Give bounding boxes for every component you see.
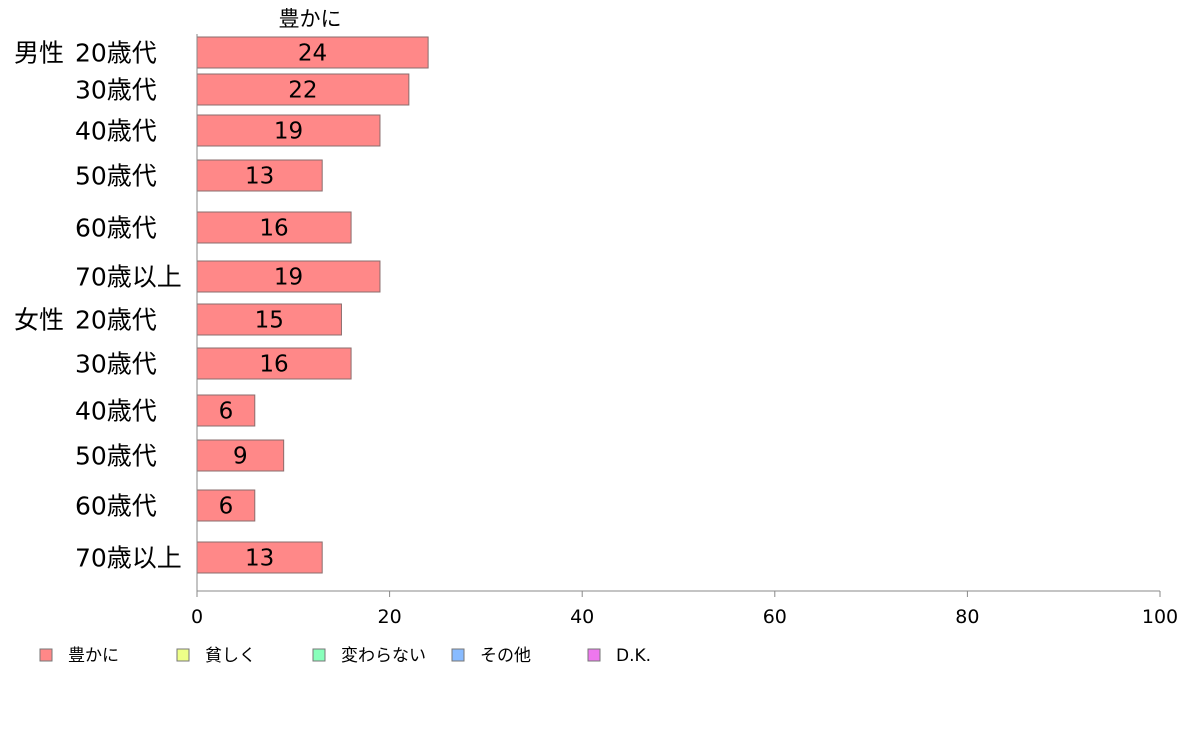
- category-label: 60歳代: [75, 214, 157, 243]
- legend-label: 変わらない: [341, 646, 426, 666]
- category-label: 20歳代: [75, 39, 157, 68]
- bars: [196, 36, 429, 574]
- bar-value-label: 6: [219, 399, 234, 425]
- category-label: 20歳代: [75, 306, 157, 335]
- legend-swatch: [451, 648, 465, 662]
- bar: [196, 541, 323, 574]
- bar: [196, 114, 381, 147]
- group-label: 男性: [14, 39, 64, 68]
- x-tick-label: 80: [955, 606, 979, 628]
- x-axis: 0 20 40 60 80 100: [191, 34, 1178, 628]
- category-label: 50歳代: [75, 162, 157, 191]
- category-labels: 20歳代 30歳代 40歳代 50歳代 60歳代 70歳以上 20歳代 30歳代 40歳代 50歳…: [75, 39, 182, 573]
- legend-swatch: [176, 648, 190, 662]
- legend-label: その他: [480, 646, 531, 666]
- bar-value-label: 19: [274, 119, 303, 145]
- legend-label: 豊かに: [68, 646, 119, 666]
- x-tick-label: 40: [570, 606, 594, 628]
- x-tick-label: 60: [763, 606, 787, 628]
- legend-label: D.K.: [616, 646, 651, 666]
- category-label: 30歳代: [75, 76, 157, 105]
- legend-swatch: [312, 648, 326, 662]
- bar-value-label: 16: [259, 216, 288, 242]
- bar-value-label: 24: [298, 41, 327, 67]
- series-header: 豊かに: [279, 7, 342, 31]
- bar: [196, 439, 285, 472]
- category-label: 70歳以上: [75, 263, 182, 292]
- legend: 豊かに 貧しく 変わらない その他 D.K.: [39, 646, 651, 666]
- category-label: 50歳代: [75, 442, 157, 471]
- bar: [196, 489, 256, 522]
- bar-value-label: 13: [245, 164, 274, 190]
- bar-value-label: 13: [245, 546, 274, 572]
- group-label: 女性: [14, 306, 64, 335]
- bar: [196, 159, 323, 192]
- bar: [196, 73, 410, 106]
- legend-swatch: [587, 648, 601, 662]
- category-label: 70歳以上: [75, 544, 182, 573]
- bar-value-label: 9: [233, 444, 248, 470]
- bar-value-label: 15: [255, 308, 284, 334]
- category-label: 30歳代: [75, 350, 157, 379]
- bar-value-label: 6: [219, 494, 234, 520]
- bar: [196, 36, 429, 69]
- legend-swatch: [39, 648, 53, 662]
- legend-label: 貧しく: [205, 646, 256, 666]
- x-tick-label: 20: [378, 606, 402, 628]
- category-label: 40歳代: [75, 397, 157, 426]
- x-tick-label: 100: [1142, 606, 1178, 628]
- category-label: 60歳代: [75, 492, 157, 521]
- bar-value-label: 16: [259, 352, 288, 378]
- x-tick-label: 0: [191, 606, 203, 628]
- bar: [196, 303, 342, 336]
- bar-value-label: 22: [288, 78, 317, 104]
- category-label: 40歳代: [75, 117, 157, 146]
- bar: [196, 211, 352, 244]
- bar-value-label: 19: [274, 265, 303, 291]
